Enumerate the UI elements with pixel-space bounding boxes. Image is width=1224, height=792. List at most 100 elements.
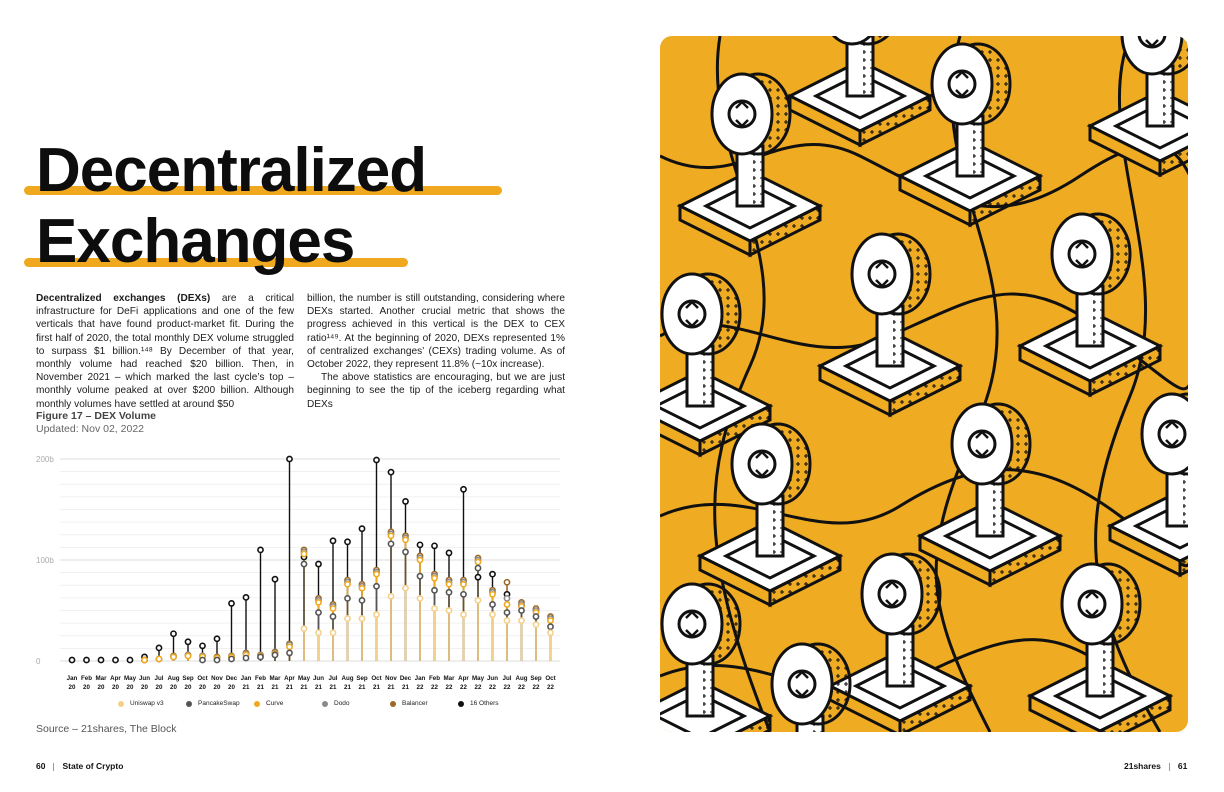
exchange-kiosk	[696, 422, 844, 608]
data-point	[402, 584, 409, 592]
exchange-kiosk	[1026, 562, 1174, 732]
dex-volume-chart: 0 100b 200b Jan 20 Feb 20 Mar 20 Apr 20 May 20 Jun 20 J…	[36, 455, 560, 691]
body-text-2: billion, the number is still outstanding…	[307, 293, 565, 371]
x-tick-label-month: Mar	[95, 675, 107, 682]
legend-swatch	[322, 700, 328, 707]
data-point	[416, 556, 424, 564]
body-bold-lead: Decentralized exchanges (DEXs)	[36, 293, 211, 304]
data-point	[387, 592, 395, 600]
data-point	[344, 594, 351, 602]
data-point	[315, 609, 322, 616]
x-tick-label-month: May	[124, 675, 137, 682]
data-point	[213, 656, 221, 664]
x-tick-label-month: Mar	[443, 675, 455, 682]
x-tick-label-year: 22	[446, 684, 453, 691]
legend-label: PancakeSwap	[198, 700, 240, 707]
x-tick-label-month: Aug	[341, 675, 353, 682]
data-point	[431, 605, 438, 612]
x-tick-label-year: 21	[344, 684, 351, 691]
data-point	[387, 532, 395, 540]
body-column-2: billion, the number is still outstanding…	[307, 292, 565, 411]
data-point	[387, 468, 395, 476]
exchange-kiosk	[676, 72, 824, 258]
data-point	[503, 578, 511, 586]
title-highlight-1	[24, 186, 502, 195]
x-tick-label-year: 20	[83, 684, 90, 691]
x-tick-label-year: 22	[460, 684, 467, 691]
x-tick-label-year: 20	[98, 684, 105, 691]
data-point	[474, 573, 482, 581]
x-tick-label-month: Jun	[487, 675, 498, 682]
data-point	[83, 656, 90, 664]
x-tick-label-month: Feb	[429, 675, 440, 682]
legend-swatch	[390, 700, 396, 707]
data-point	[503, 601, 511, 608]
y-tick-label: 0	[36, 657, 41, 666]
x-tick-label-year: 22	[533, 684, 540, 691]
data-point	[271, 651, 279, 659]
footer-right: 21shares 61	[1124, 761, 1187, 771]
data-point	[474, 564, 482, 572]
data-point	[344, 538, 351, 546]
x-tick-label-month: Aug	[515, 675, 527, 682]
exchange-kiosk	[660, 272, 774, 458]
x-tick-label-month: Apr	[284, 675, 295, 682]
data-point	[445, 588, 453, 596]
data-point	[329, 537, 337, 545]
data-point	[547, 623, 554, 631]
data-point	[445, 580, 453, 588]
data-point	[141, 656, 148, 664]
data-point	[155, 655, 163, 663]
x-tick-label-month: Oct	[371, 675, 381, 682]
data-point	[329, 605, 337, 612]
x-tick-label-month: Dec	[226, 675, 238, 682]
x-tick-label-year: 20	[69, 684, 76, 691]
x-tick-label-month: Jun	[313, 675, 324, 682]
x-tick-label-year: 20	[199, 684, 206, 691]
x-tick-label-month: May	[298, 675, 311, 682]
data-point	[460, 485, 467, 493]
data-point	[489, 601, 496, 608]
x-tick-label-year: 22	[431, 684, 438, 691]
data-point	[532, 621, 540, 629]
x-tick-label-year: 21	[359, 684, 366, 691]
x-tick-label-year: 20	[185, 684, 192, 691]
legend-item: Balancer	[390, 700, 458, 707]
x-tick-label-month: Sep	[356, 675, 368, 682]
body-column-1: Decentralized exchanges (DEXs) are a cri…	[36, 292, 294, 411]
data-point	[199, 642, 206, 650]
data-point	[286, 643, 293, 651]
data-point	[228, 600, 235, 607]
data-point	[242, 654, 250, 662]
data-point	[97, 656, 105, 664]
legend-item: Dodo	[322, 700, 390, 707]
data-point	[474, 596, 482, 604]
data-point	[474, 558, 482, 566]
data-point	[445, 549, 453, 557]
data-point	[460, 611, 467, 618]
x-tick-label-month: Apr	[110, 675, 121, 682]
source-note: Source – 21shares, The Block	[36, 723, 177, 735]
data-point	[329, 613, 337, 620]
x-tick-label-month: Jun	[139, 675, 150, 682]
data-point	[329, 629, 337, 637]
body-text-3: The above statistics are encouraging, bu…	[307, 372, 565, 410]
data-point	[271, 575, 279, 583]
exchange-kiosk	[896, 42, 1044, 228]
x-tick-label-year: 21	[243, 684, 250, 691]
legend-item: Uniswap v3	[118, 700, 186, 707]
legend-label: Curve	[266, 700, 284, 707]
x-tick-label-month: Jan	[241, 675, 252, 682]
x-tick-label-year: 21	[373, 684, 380, 691]
x-tick-label-year: 20	[112, 684, 119, 691]
data-point	[503, 617, 511, 624]
exchange-kiosk	[770, 642, 852, 732]
data-point	[402, 536, 409, 544]
exchange-kiosk	[1016, 212, 1164, 398]
x-tick-label-year: 22	[475, 684, 482, 691]
data-point	[373, 582, 380, 590]
x-tick-label-year: 20	[228, 684, 235, 691]
legend-swatch	[458, 700, 464, 707]
data-point	[68, 656, 76, 664]
data-point	[402, 548, 409, 556]
